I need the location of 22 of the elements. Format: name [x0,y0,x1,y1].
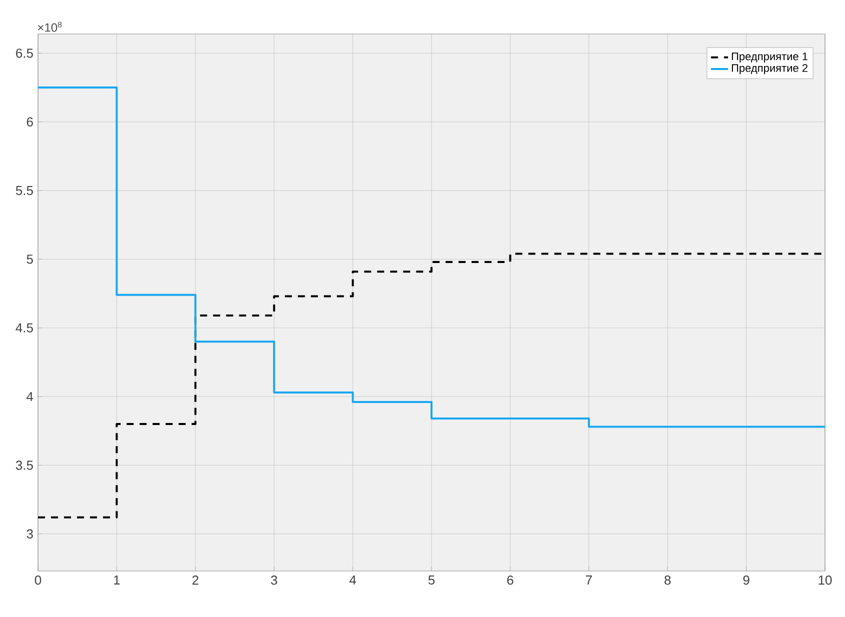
x-tick-label: 5 [428,576,435,585]
x-tick-label: 6 [507,576,514,585]
x-tick-label: 8 [664,576,671,585]
text: ×10$^{8}$ [38,22,62,32]
y-tick-label: 3.5 [16,460,33,470]
y-tick-label: 6 [26,117,33,126]
y-tick-label: 5 [26,254,33,264]
x-tick-label: 7 [586,576,592,584]
y-tick-label: 6.5 [16,48,33,58]
x-tick-label: 4 [349,576,356,584]
x-tick-label: 1 [114,576,120,584]
legend-label: Предприятие 2 [732,64,808,74]
x-tick-label: 0 [34,576,42,585]
y-tick-label: 4.5 [16,323,33,332]
y-tick-label: 3 [26,529,33,539]
y-tick-label: 5.5 [16,186,33,196]
x-tick-label: 10 [818,576,832,585]
y-tick-label: 4 [26,392,34,402]
legend-label: Предприятие 1 [732,52,808,62]
x-tick-label: 3 [270,576,278,585]
x-tick-label: 9 [743,576,750,585]
x-tick-label: 2 [192,576,198,585]
